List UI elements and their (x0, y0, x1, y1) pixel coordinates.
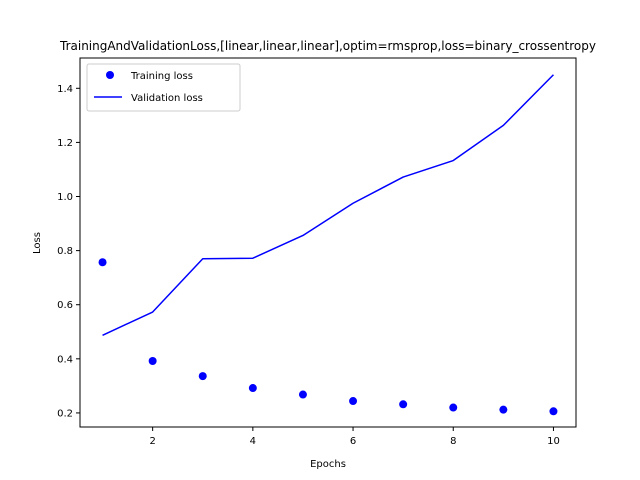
axis-ticks: 2 4 6 8 10 0.2 0.4 0.6 0.8 1.0 1.2 1.4 (57, 84, 560, 447)
data-point-training-loss (298, 390, 307, 399)
legend: Training loss Validation loss (86, 63, 241, 112)
legend-marker-training (106, 71, 114, 79)
data-point-training-loss (248, 384, 257, 393)
axes-frame (79, 57, 577, 428)
data-point-training-loss (148, 356, 157, 365)
plot-area (98, 74, 558, 416)
x-tick-label: 4 (250, 436, 256, 447)
data-point-training-loss (449, 403, 458, 412)
y-tick-label: 1.0 (57, 192, 73, 203)
legend-label-training: Training loss (130, 71, 193, 82)
data-point-training-loss (349, 397, 358, 406)
legend-box (86, 63, 241, 112)
legend-label-validation: Validation loss (131, 93, 203, 104)
chart-title: TrainingAndValidationLoss,[linear,linear… (59, 39, 596, 53)
y-tick-label: 0.2 (57, 408, 73, 419)
x-axis-label: Epochs (310, 459, 346, 470)
x-tick-label: 6 (350, 436, 356, 447)
y-tick-label: 0.6 (57, 300, 73, 311)
x-tick-label: 8 (450, 436, 456, 447)
data-point-training-loss (549, 407, 558, 416)
y-tick-label: 0.8 (57, 246, 73, 257)
data-point-training-loss (399, 400, 408, 409)
y-tick-label: 0.4 (57, 354, 73, 365)
series-line-validation-loss (102, 74, 554, 336)
y-tick-label: 1.2 (57, 138, 73, 149)
x-tick-label: 2 (149, 436, 155, 447)
data-point-training-loss (198, 372, 207, 381)
data-point-training-loss (499, 405, 508, 414)
data-point-training-loss (98, 258, 107, 267)
y-tick-label: 1.4 (57, 84, 73, 95)
y-axis-label: Loss (32, 232, 43, 254)
x-tick-label: 10 (547, 436, 560, 447)
